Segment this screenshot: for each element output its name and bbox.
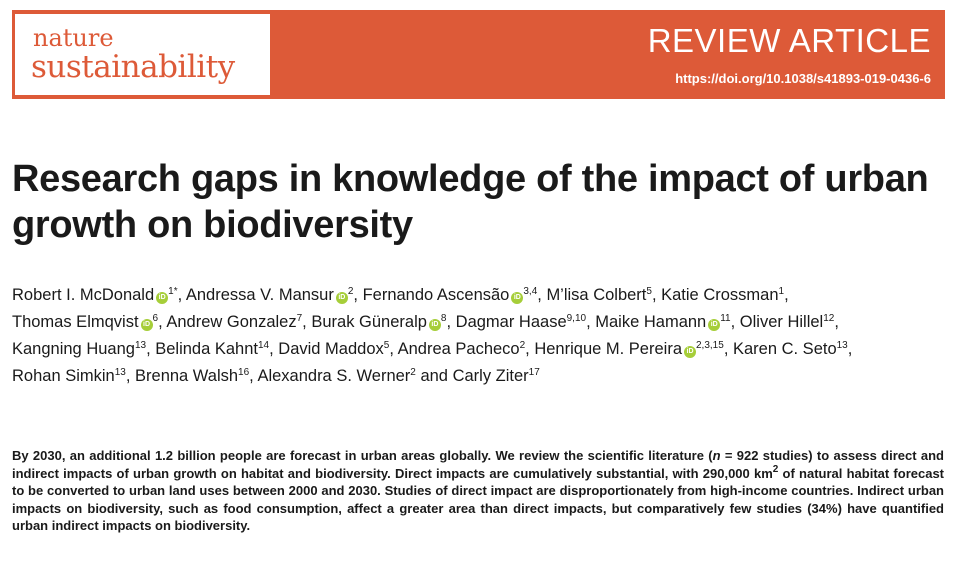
author-name-text: M’lisa Colbert bbox=[546, 286, 647, 304]
author-affiliation: 13 bbox=[836, 340, 848, 351]
author-name[interactable]: Henrique M. Pereira iD2,3,15 bbox=[534, 340, 724, 358]
author-name-text: Kangning Huang bbox=[12, 340, 135, 358]
author-name-text: Thomas Elmqvist bbox=[12, 313, 139, 331]
author-name[interactable]: Oliver Hillel12 bbox=[740, 313, 835, 331]
author-name[interactable]: Karen C. Seto13 bbox=[733, 340, 848, 358]
author-name[interactable]: Andrew Gonzalez7 bbox=[166, 313, 302, 331]
author-name[interactable]: Alexandra S. Werner2 bbox=[257, 367, 415, 385]
author-name[interactable]: Brenna Walsh16 bbox=[135, 367, 249, 385]
author-name[interactable]: Kangning Huang13 bbox=[12, 340, 146, 358]
author-list: Robert I. McDonald iD1*, Andressa V. Mans… bbox=[12, 286, 853, 385]
author-affiliation: 9,10 bbox=[566, 313, 587, 324]
journal-banner: nature sustainability REVIEW ARTICLE htt… bbox=[12, 10, 945, 99]
article-title: Research gaps in knowledge of the impact… bbox=[12, 158, 929, 246]
author-name[interactable]: Thomas Elmqvist iD6 bbox=[12, 313, 158, 331]
author-name[interactable]: Fernando Ascensão iD3,4 bbox=[362, 286, 538, 304]
author-name-text: David Maddox bbox=[278, 340, 384, 358]
author-affiliation: 14 bbox=[257, 340, 270, 351]
author-name[interactable]: M’lisa Colbert5 bbox=[546, 286, 652, 304]
author-affiliation: 1* bbox=[168, 286, 178, 297]
author-affiliation: 13 bbox=[134, 340, 147, 351]
doi-link[interactable]: https://doi.org/10.1038/s41893-019-0436-… bbox=[675, 71, 931, 86]
author-affiliation: 8 bbox=[440, 313, 447, 324]
author-name-text: Carly Ziter bbox=[452, 367, 529, 385]
author-affiliation: 3,4 bbox=[523, 286, 538, 297]
abstract: By 2030, an additional 1.2 billion peopl… bbox=[12, 447, 944, 535]
orcid-icon[interactable]: iD bbox=[708, 319, 721, 331]
orcid-icon[interactable]: iD bbox=[684, 346, 696, 358]
author-affiliation: 16 bbox=[238, 367, 250, 378]
author-name-text: Burak Güneralp bbox=[311, 313, 427, 331]
abstract-superscript: 2 bbox=[772, 463, 779, 475]
author-affiliation: 2 bbox=[519, 340, 526, 351]
author-affiliation: 2 bbox=[347, 286, 354, 297]
author-name[interactable]: Rohan Simkin13 bbox=[12, 367, 126, 385]
orcid-icon[interactable]: iD bbox=[156, 292, 169, 304]
journal-logo[interactable]: nature sustainability bbox=[15, 14, 270, 95]
journal-name-line1: nature bbox=[33, 24, 114, 52]
author-name-text: Katie Crossman bbox=[661, 286, 779, 304]
author-affiliation: 7 bbox=[296, 313, 303, 324]
orcid-icon[interactable]: iD bbox=[511, 292, 524, 304]
author-name[interactable]: Burak Güneralp iD8 bbox=[311, 313, 446, 331]
author-name-text: Oliver Hillel bbox=[739, 313, 824, 331]
author-name-text: Dagmar Haase bbox=[455, 313, 567, 331]
journal-name-line2: sustainability bbox=[31, 49, 235, 85]
author-name-text: Henrique M. Pereira bbox=[534, 340, 682, 358]
author-name[interactable]: Andressa V. Mansur iD2 bbox=[185, 286, 354, 304]
author-affiliation: 1 bbox=[778, 286, 785, 297]
author-name-text: Brenna Walsh bbox=[135, 367, 239, 385]
author-name-text: Fernando Ascensão bbox=[362, 286, 510, 304]
abstract-part-3: of natural habitat forecast to be conver… bbox=[12, 465, 945, 534]
author-affiliation: 5 bbox=[383, 340, 390, 351]
author-name[interactable]: David Maddox5 bbox=[278, 340, 389, 358]
author-name-text: Alexandra S. Werner bbox=[257, 367, 411, 385]
author-name-text: Andrea Pacheco bbox=[397, 340, 520, 358]
author-affiliation: 2 bbox=[410, 367, 416, 378]
abstract-part-2: = 922 studies) to assess direct and indi… bbox=[12, 448, 944, 481]
abstract-part-1: By 2030, an additional 1.2 billion peopl… bbox=[12, 448, 713, 463]
author-affiliation: 12 bbox=[823, 313, 835, 324]
author-affiliation: 6 bbox=[152, 313, 159, 324]
author-name[interactable]: Robert I. McDonald iD1* bbox=[12, 286, 178, 304]
author-name-text: Robert I. McDonald bbox=[12, 286, 155, 304]
author-name[interactable]: Andrea Pacheco2 bbox=[398, 340, 526, 358]
orcid-icon[interactable]: iD bbox=[140, 319, 153, 331]
author-affiliation: 2,3,15 bbox=[696, 340, 724, 351]
orcid-icon[interactable]: iD bbox=[335, 292, 348, 304]
author-name-text: Belinda Kahnt bbox=[155, 340, 258, 358]
author-affiliation: 13 bbox=[114, 367, 126, 378]
author-affiliation: 5 bbox=[646, 286, 652, 297]
author-name[interactable]: Maike Hamann iD11 bbox=[595, 313, 731, 331]
author-name-text: Rohan Simkin bbox=[12, 367, 115, 385]
abstract-n-symbol: n bbox=[712, 448, 721, 463]
author-name[interactable]: Dagmar Haase9,10 bbox=[456, 313, 586, 331]
author-affiliation: 11 bbox=[720, 313, 731, 324]
article-type: REVIEW ARTICLE bbox=[647, 22, 931, 59]
author-name[interactable]: Carly Ziter17 bbox=[453, 367, 540, 385]
author-name-text: Andrew Gonzalez bbox=[166, 313, 297, 331]
author-name[interactable]: Belinda Kahnt14 bbox=[155, 340, 269, 358]
author-name[interactable]: Katie Crossman1 bbox=[661, 286, 784, 304]
author-name-text: Andressa V. Mansur bbox=[185, 286, 334, 304]
author-name-text: Karen C. Seto bbox=[732, 340, 837, 358]
author-name-text: Maike Hamann bbox=[595, 313, 707, 331]
author-affiliation: 17 bbox=[528, 367, 540, 378]
orcid-icon[interactable]: iD bbox=[428, 319, 441, 331]
